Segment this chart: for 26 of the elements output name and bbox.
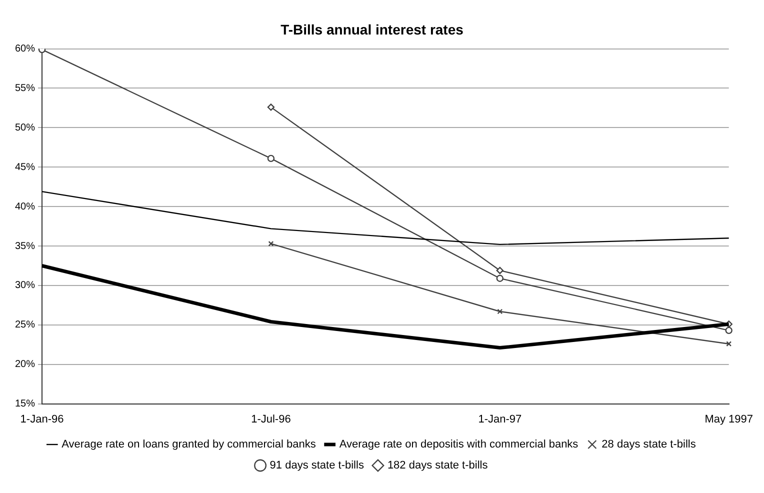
point — [496, 266, 504, 274]
point — [267, 154, 275, 162]
y-tick-label: 20% — [15, 359, 36, 370]
x-tick-label: 1-Jan-96 — [20, 413, 64, 426]
y-tick-label: 50% — [15, 122, 36, 134]
x-tick-label: May 1997 — [704, 413, 753, 426]
point — [496, 274, 504, 282]
point — [267, 104, 275, 111]
y-tick-label: 30% — [15, 280, 36, 292]
y-tick-label: 55% — [15, 82, 36, 94]
x-tick-label: 1-Jul-96 — [251, 413, 291, 426]
y-tick-label: 40% — [15, 201, 36, 212]
y-tick-label: 60% — [15, 44, 36, 55]
point — [497, 308, 503, 314]
chart-title: T-Bills annual interest rates — [280, 21, 464, 38]
legend-label: 91 days state t-bills — [270, 460, 364, 472]
y-tick-label: 45% — [15, 162, 36, 173]
y-tick-label: 15% — [15, 398, 36, 410]
point — [725, 326, 732, 334]
legend-label: 182 days state t-bills — [387, 460, 488, 472]
y-tick-label: 25% — [15, 320, 36, 331]
legend-label: 28 days state t-bills — [602, 438, 696, 451]
legend-label: Average rate on loans granted by commercial banks — [62, 438, 316, 451]
y-tick-label: 35% — [15, 240, 36, 252]
x-tick-label: 1-Jan-97 — [478, 413, 522, 426]
legend-label: Average rate on depositis with commercial banks — [339, 438, 579, 451]
